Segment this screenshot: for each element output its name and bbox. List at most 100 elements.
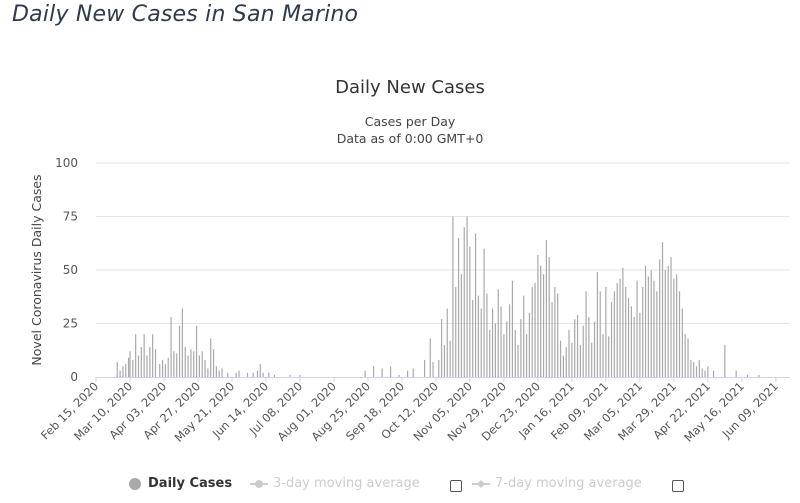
legend-7-day-average-label: 7-day moving average bbox=[495, 476, 642, 491]
daily-cases-bar bbox=[735, 370, 737, 377]
daily-cases-bar bbox=[633, 317, 635, 377]
daily-cases-bar bbox=[161, 359, 164, 377]
daily-cases-bar bbox=[187, 355, 189, 377]
daily-cases-bar bbox=[494, 323, 496, 377]
daily-cases-bar bbox=[159, 364, 161, 377]
legend-3-day-average-label: 3-day moving average bbox=[273, 476, 420, 491]
y-tick-label: 75 bbox=[63, 210, 78, 224]
daily-cases-bar bbox=[630, 306, 632, 377]
daily-cases-bar bbox=[698, 359, 700, 377]
daily-cases-bar bbox=[207, 368, 209, 377]
daily-cases-bar bbox=[746, 374, 749, 377]
daily-cases-bar bbox=[460, 274, 463, 377]
daily-cases-bar bbox=[537, 255, 539, 377]
chart-subtitle-line-2: Data as of 0:00 GMT+0 bbox=[337, 131, 484, 146]
daily-cases-bar bbox=[204, 359, 206, 377]
daily-cases-bar bbox=[129, 351, 131, 377]
daily-cases-bar bbox=[457, 237, 460, 377]
daily-cases-bar bbox=[373, 366, 375, 377]
daily-cases-bar bbox=[653, 280, 655, 377]
y-tick-labels: 0 25 50 75 100 bbox=[55, 156, 78, 384]
daily-cases-bar bbox=[582, 325, 584, 377]
daily-cases-bar bbox=[568, 329, 570, 377]
7-day-average-checkbox[interactable] bbox=[672, 480, 684, 492]
daily-cases-bar bbox=[650, 270, 652, 377]
3-day-average-checkbox[interactable] bbox=[450, 480, 462, 492]
daily-cases-bar bbox=[528, 312, 530, 377]
y-tick-label: 100 bbox=[55, 156, 78, 170]
daily-cases-bar bbox=[670, 257, 672, 377]
daily-cases-bar bbox=[557, 293, 559, 377]
daily-cases-bar bbox=[602, 334, 604, 377]
daily-cases-bar bbox=[525, 334, 528, 377]
daily-cases-bar bbox=[704, 370, 706, 377]
daily-cases-bar bbox=[173, 351, 175, 377]
daily-cases-bar bbox=[480, 308, 482, 377]
daily-cases-marker-icon bbox=[129, 477, 141, 490]
daily-cases-bar bbox=[551, 302, 553, 377]
daily-cases-bar bbox=[477, 295, 480, 377]
daily-cases-bar bbox=[262, 372, 264, 377]
daily-cases-bar bbox=[449, 340, 451, 377]
daily-cases-bar bbox=[178, 325, 181, 377]
daily-cases-bar bbox=[678, 291, 681, 377]
daily-cases-bar bbox=[554, 287, 556, 377]
daily-cases-bar bbox=[390, 366, 392, 377]
daily-cases-bar bbox=[193, 351, 195, 377]
daily-cases-bar bbox=[227, 372, 229, 377]
legend-3-day-average[interactable]: 3-day moving average bbox=[250, 476, 420, 491]
daily-cases-bar bbox=[571, 342, 573, 377]
daily-cases-bar bbox=[585, 291, 587, 377]
daily-cases-bar bbox=[423, 359, 426, 377]
daily-cases-bar bbox=[517, 344, 519, 377]
daily-cases-bar bbox=[576, 314, 579, 377]
daily-cases-bar bbox=[673, 278, 675, 377]
legend-7-day-average[interactable]: 7-day moving average bbox=[472, 476, 642, 491]
daily-cases-bar bbox=[246, 372, 249, 377]
daily-cases-bar bbox=[659, 259, 661, 377]
daily-cases-bar bbox=[184, 347, 186, 377]
daily-cases-bar bbox=[116, 362, 118, 377]
daily-cases-bar bbox=[259, 364, 261, 377]
daily-cases-bar bbox=[647, 276, 649, 377]
daily-cases-bar bbox=[190, 349, 192, 377]
daily-cases-bar bbox=[656, 291, 658, 377]
daily-cases-bar bbox=[605, 287, 607, 377]
legend-daily-cases-label: Daily Cases bbox=[148, 476, 233, 491]
3-day-average-marker-icon bbox=[250, 479, 268, 488]
daily-cases-bar bbox=[758, 374, 760, 377]
daily-cases-bar bbox=[438, 359, 440, 377]
daily-cases-bar bbox=[574, 319, 576, 377]
daily-cases-bar bbox=[636, 280, 638, 377]
daily-cases-bar bbox=[506, 321, 508, 377]
daily-cases-bar bbox=[469, 246, 471, 377]
daily-cases-bar bbox=[446, 308, 448, 377]
daily-cases-bar bbox=[695, 366, 698, 377]
daily-cases-bar bbox=[664, 270, 666, 377]
daily-cases-bar bbox=[627, 297, 630, 377]
y-axis-label: Novel Coronavirus Daily Cases bbox=[29, 174, 44, 365]
daily-cases-bar bbox=[455, 287, 457, 377]
daily-cases-bar bbox=[562, 355, 564, 377]
daily-cases-bar bbox=[181, 308, 183, 377]
daily-cases-bar bbox=[140, 347, 142, 377]
daily-cases-bar bbox=[724, 344, 726, 377]
daily-cases-bar bbox=[613, 291, 615, 377]
daily-cases-bar bbox=[221, 368, 223, 377]
chart-subtitle-line-1: Cases per Day bbox=[365, 114, 456, 129]
daily-cases-bar bbox=[143, 334, 145, 377]
daily-cases-bar bbox=[238, 370, 240, 377]
daily-cases-bar bbox=[167, 357, 169, 377]
daily-cases-bar bbox=[215, 366, 217, 377]
daily-cases-bar bbox=[681, 308, 683, 377]
daily-cases-bar bbox=[486, 293, 488, 377]
y-tick-label: 25 bbox=[63, 317, 78, 331]
daily-cases-bar bbox=[170, 317, 172, 377]
daily-cases-bars bbox=[116, 216, 760, 377]
daily-cases-bar bbox=[132, 359, 134, 377]
legend-daily-cases[interactable]: Daily Cases bbox=[128, 476, 232, 491]
daily-cases-bar bbox=[440, 319, 443, 377]
daily-cases-bar bbox=[154, 349, 157, 377]
daily-cases-bar bbox=[137, 355, 140, 377]
